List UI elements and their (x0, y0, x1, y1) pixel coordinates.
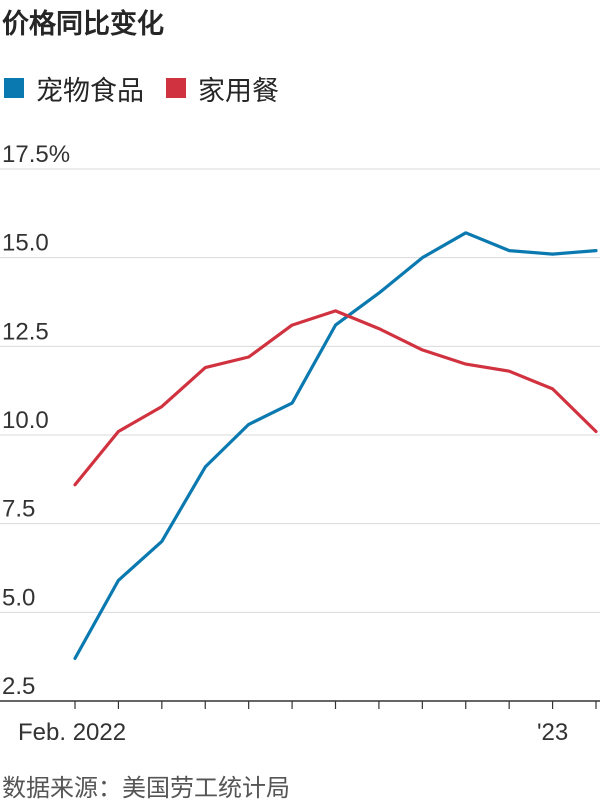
chart-title: 价格同比变化 (2, 9, 164, 40)
legend-item-home-meal: 家用餐 (166, 69, 279, 108)
legend-swatch-home-meal (166, 78, 186, 98)
series-line-home-meal (73, 309, 598, 487)
legend-item-pet-food: 宠物食品 (4, 69, 144, 108)
y-tick-label: 7.5 (2, 496, 35, 523)
y-tick-label: 2.5 (2, 673, 35, 700)
y-tick-label: 5.0 (2, 584, 35, 611)
y-tick-label: 17.5% (2, 141, 70, 168)
y-tick-label: 15.0 (2, 230, 49, 257)
legend-label-home-meal: 家用餐 (198, 75, 279, 107)
y-tick-label: 12.5 (2, 318, 49, 345)
legend: 宠物食品 家用餐 (4, 69, 301, 108)
legend-label-pet-food: 宠物食品 (36, 75, 144, 107)
x-tick-label: '23 (537, 719, 568, 746)
series-line-pet-food (73, 231, 598, 661)
legend-swatch-pet-food (4, 78, 24, 98)
x-tick-label: Feb. 2022 (18, 719, 126, 746)
y-tick-label: 10.0 (2, 407, 49, 434)
source-note: 数据来源：美国劳工统计局 (2, 774, 290, 802)
